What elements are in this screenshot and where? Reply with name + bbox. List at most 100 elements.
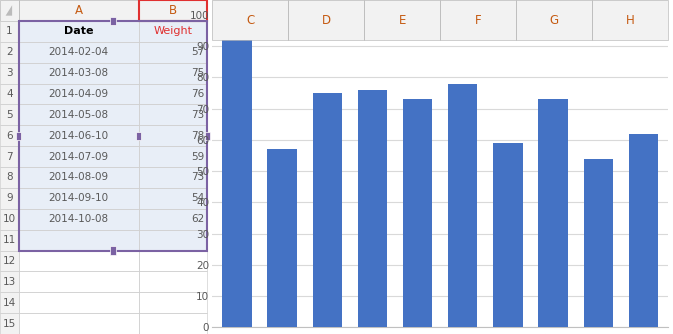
Text: E: E (398, 14, 406, 26)
Text: G: G (550, 14, 559, 26)
Text: H: H (626, 14, 635, 26)
Text: 73: 73 (191, 172, 204, 182)
Bar (139, 146, 207, 167)
Bar (0, 250, 19, 271)
Bar (516, 0, 592, 40)
Bar (19, 84, 139, 104)
Text: 2: 2 (6, 47, 13, 57)
Text: 2014-05-08: 2014-05-08 (48, 110, 109, 120)
Bar (19, 0, 139, 21)
Bar (516, 0, 592, 40)
Bar (139, 271, 207, 292)
Bar (139, 209, 207, 230)
Bar (0, 42, 19, 63)
Bar (0, 104, 19, 125)
Bar (19, 21, 207, 250)
Polygon shape (5, 5, 12, 16)
Bar (205, 132, 210, 140)
Bar (139, 250, 207, 271)
Bar (212, 0, 288, 40)
Bar (139, 42, 207, 63)
Text: 78: 78 (191, 131, 204, 141)
Text: 4: 4 (6, 89, 13, 99)
Bar (139, 21, 207, 42)
Text: 62: 62 (191, 214, 204, 224)
Bar (139, 230, 207, 250)
Bar (139, 84, 207, 104)
Bar (212, 0, 288, 40)
Bar (0, 271, 19, 292)
Bar (110, 17, 116, 25)
Bar (222, 37, 252, 327)
Bar (19, 125, 139, 146)
Text: B: B (169, 4, 177, 17)
Bar (0, 63, 19, 84)
Bar (139, 84, 207, 104)
Bar (19, 63, 139, 84)
Bar (19, 84, 139, 104)
Bar (583, 159, 613, 327)
Bar (139, 167, 207, 188)
Bar (288, 0, 364, 40)
Bar (288, 0, 364, 40)
Text: 2014-02-04: 2014-02-04 (48, 47, 109, 57)
Bar (538, 99, 568, 327)
Bar (19, 0, 139, 21)
Bar (267, 149, 297, 327)
Bar (139, 313, 207, 334)
Bar (19, 146, 139, 167)
Bar (0, 0, 19, 21)
Bar (19, 292, 139, 313)
Bar (139, 230, 207, 250)
Bar (0, 188, 19, 209)
Bar (0, 250, 19, 271)
Bar (19, 63, 139, 84)
Bar (139, 63, 207, 84)
Bar (19, 42, 139, 63)
Bar (139, 21, 207, 42)
Text: 12: 12 (3, 256, 16, 266)
Text: 2014-06-10: 2014-06-10 (48, 131, 109, 141)
Bar (0, 313, 19, 334)
Bar (0, 271, 19, 292)
Bar (139, 209, 207, 230)
Bar (0, 292, 19, 313)
Text: 2014-10-08: 2014-10-08 (48, 214, 109, 224)
Bar (0, 230, 19, 250)
Text: 9: 9 (6, 193, 13, 203)
Bar (0, 125, 19, 146)
Bar (137, 132, 141, 140)
Bar (19, 209, 139, 230)
Bar (0, 146, 19, 167)
Text: 10: 10 (3, 214, 16, 224)
Text: D: D (322, 14, 330, 26)
Bar (0, 63, 19, 84)
Bar (19, 125, 139, 146)
Text: 5: 5 (6, 110, 13, 120)
Text: 7: 7 (6, 152, 13, 162)
Bar (139, 0, 207, 21)
Text: 14: 14 (3, 298, 16, 308)
Bar (19, 209, 139, 230)
Bar (493, 143, 523, 327)
Text: A: A (75, 4, 83, 17)
Bar (19, 104, 139, 125)
Bar (19, 230, 139, 250)
Bar (19, 250, 139, 271)
Bar (19, 313, 139, 334)
Bar (0, 230, 19, 250)
Bar (312, 93, 342, 327)
Bar (19, 146, 139, 167)
Bar (19, 250, 139, 271)
Bar (0, 84, 19, 104)
Text: 2014-07-09: 2014-07-09 (48, 152, 109, 162)
Bar (629, 134, 658, 327)
Bar (139, 125, 207, 146)
Bar (139, 250, 207, 271)
Bar (19, 42, 139, 63)
Bar (139, 271, 207, 292)
Bar (0, 209, 19, 230)
Bar (0, 21, 19, 42)
Text: 13: 13 (3, 277, 16, 287)
Text: C: C (246, 14, 254, 26)
